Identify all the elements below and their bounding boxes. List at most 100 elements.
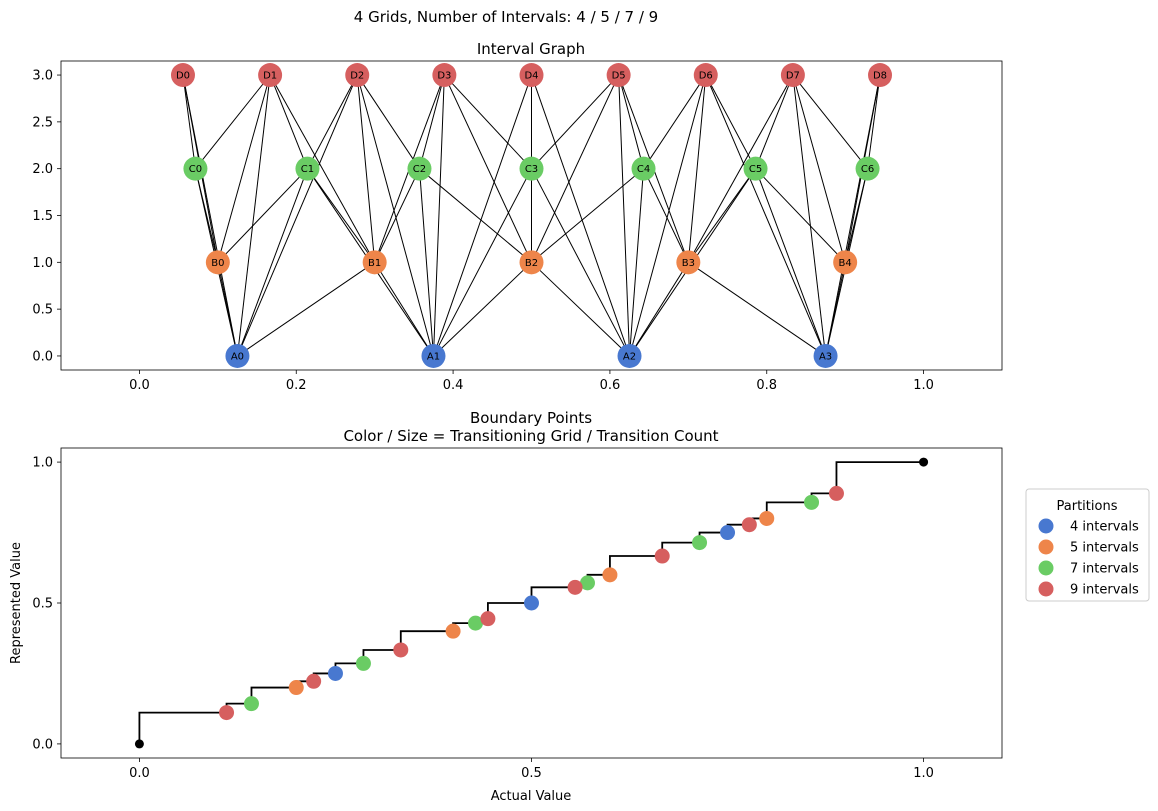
node-marker bbox=[295, 156, 320, 181]
node-c4: C4 bbox=[631, 156, 656, 181]
interval-graph-panel: Interval Graph A0 A1 A2 A3 B0 B1 B2 B3 B4 C0 C1 C2 C… bbox=[32, 40, 1003, 393]
node-marker bbox=[617, 343, 642, 368]
graph-edge bbox=[374, 262, 434, 357]
graph-edge bbox=[867, 74, 881, 169]
legend-marker bbox=[1038, 539, 1054, 555]
graph-edge bbox=[687, 168, 756, 263]
boundary-point bbox=[759, 510, 775, 526]
node-marker bbox=[676, 250, 701, 275]
graph-edge bbox=[195, 74, 271, 169]
graph-edge bbox=[792, 74, 846, 263]
x-tick-label: 0.0 bbox=[129, 766, 150, 781]
node-label: B4 bbox=[839, 258, 852, 269]
x-tick-label: 0.8 bbox=[756, 378, 777, 393]
node-marker bbox=[258, 63, 283, 88]
boundary-points bbox=[134, 457, 929, 749]
legend-label: 9 intervals bbox=[1070, 583, 1139, 598]
legend-box bbox=[1025, 488, 1150, 602]
y-tick-label: 0.0 bbox=[32, 349, 53, 364]
graph-edge bbox=[705, 74, 756, 169]
graph-edge bbox=[217, 168, 308, 263]
graph-edge bbox=[307, 74, 358, 169]
boundary-point bbox=[355, 655, 371, 671]
graph-edge bbox=[705, 74, 827, 357]
node-label: D6 bbox=[699, 71, 713, 82]
node-marker bbox=[519, 250, 544, 275]
graph-edge bbox=[531, 168, 630, 357]
boundary-point bbox=[288, 680, 304, 696]
y-axis-label: Represented Value bbox=[9, 542, 24, 664]
node-marker bbox=[170, 63, 195, 88]
boundary-point bbox=[524, 595, 539, 611]
boundary-points-title: Boundary Points bbox=[470, 409, 592, 427]
graph-edge bbox=[356, 74, 420, 169]
boundary-point bbox=[828, 485, 844, 501]
node-marker bbox=[743, 156, 768, 181]
x-tick-label: 0.4 bbox=[443, 378, 464, 393]
graph-edge bbox=[269, 74, 376, 263]
legend-title: Partitions bbox=[1057, 499, 1118, 514]
x-tick-label: 0.5 bbox=[521, 766, 542, 781]
series-5-intervals bbox=[288, 510, 775, 696]
node-d1: D1 bbox=[258, 63, 283, 88]
graph-edge bbox=[418, 74, 445, 169]
node-marker bbox=[833, 250, 858, 275]
node-a2: A2 bbox=[617, 343, 642, 368]
graph-edge bbox=[618, 74, 645, 169]
graph-edge bbox=[419, 168, 532, 263]
y-tick-label: 1.5 bbox=[32, 209, 53, 224]
node-b2: B2 bbox=[519, 250, 544, 275]
node-label: A2 bbox=[623, 351, 636, 362]
graph-edge bbox=[307, 168, 376, 263]
interval-graph-title: Interval Graph bbox=[477, 40, 585, 58]
graph-edge bbox=[432, 75, 445, 356]
node-label: D2 bbox=[350, 71, 364, 82]
graph-edges bbox=[182, 74, 881, 357]
graph-edge bbox=[443, 74, 532, 263]
boundary-point bbox=[602, 567, 618, 583]
node-label: B2 bbox=[525, 258, 538, 269]
legend-entries: 4 intervals 5 intervals 7 intervals 9 inter… bbox=[1038, 518, 1139, 598]
node-marker bbox=[780, 63, 805, 88]
series-9-intervals bbox=[219, 485, 844, 721]
graph-edge bbox=[643, 74, 707, 169]
node-label: A3 bbox=[819, 351, 832, 362]
node-label: D5 bbox=[612, 71, 626, 82]
boundary-point bbox=[219, 705, 235, 721]
graph-edge bbox=[755, 168, 827, 357]
x-tick-label: 1.0 bbox=[913, 766, 934, 781]
interval-graph-axes: 0.0 0.2 0.4 0.6 0.8 1.0 0.0 0.5 1.0 1.5 2.0 2.5 3.0 bbox=[32, 69, 934, 393]
y-tick-label: 1.0 bbox=[32, 256, 53, 271]
x-tick-label: 0.0 bbox=[129, 378, 150, 393]
node-c2: C2 bbox=[407, 156, 432, 181]
boundary-point bbox=[393, 642, 409, 658]
node-marker bbox=[855, 156, 880, 181]
node-label: B0 bbox=[211, 258, 224, 269]
node-label: C3 bbox=[525, 164, 538, 175]
node-marker bbox=[421, 343, 446, 368]
boundary-point bbox=[567, 579, 583, 595]
graph-edge bbox=[531, 168, 644, 263]
series-7-intervals bbox=[243, 494, 820, 712]
graph-edge bbox=[643, 168, 689, 263]
node-label: D1 bbox=[263, 71, 277, 82]
node-marker bbox=[519, 156, 544, 181]
node-b0: B0 bbox=[205, 250, 230, 275]
node-marker bbox=[205, 250, 230, 275]
interval-graph-frame bbox=[60, 60, 1003, 371]
y-tick-label: 2.5 bbox=[32, 115, 53, 130]
node-c6: C6 bbox=[855, 156, 880, 181]
graph-edge bbox=[194, 168, 219, 263]
y-tick-label: 0.0 bbox=[32, 737, 53, 752]
node-label: D7 bbox=[786, 71, 800, 82]
graph-edge bbox=[755, 168, 846, 263]
node-label: B3 bbox=[682, 258, 695, 269]
node-label: C2 bbox=[413, 164, 426, 175]
node-d4: D4 bbox=[519, 63, 544, 88]
boundary-point bbox=[445, 623, 461, 639]
node-d3: D3 bbox=[432, 63, 457, 88]
x-tick-label: 1.0 bbox=[913, 378, 934, 393]
boundary-point bbox=[243, 696, 259, 712]
graph-edge bbox=[433, 168, 532, 357]
node-d2: D2 bbox=[345, 63, 370, 88]
